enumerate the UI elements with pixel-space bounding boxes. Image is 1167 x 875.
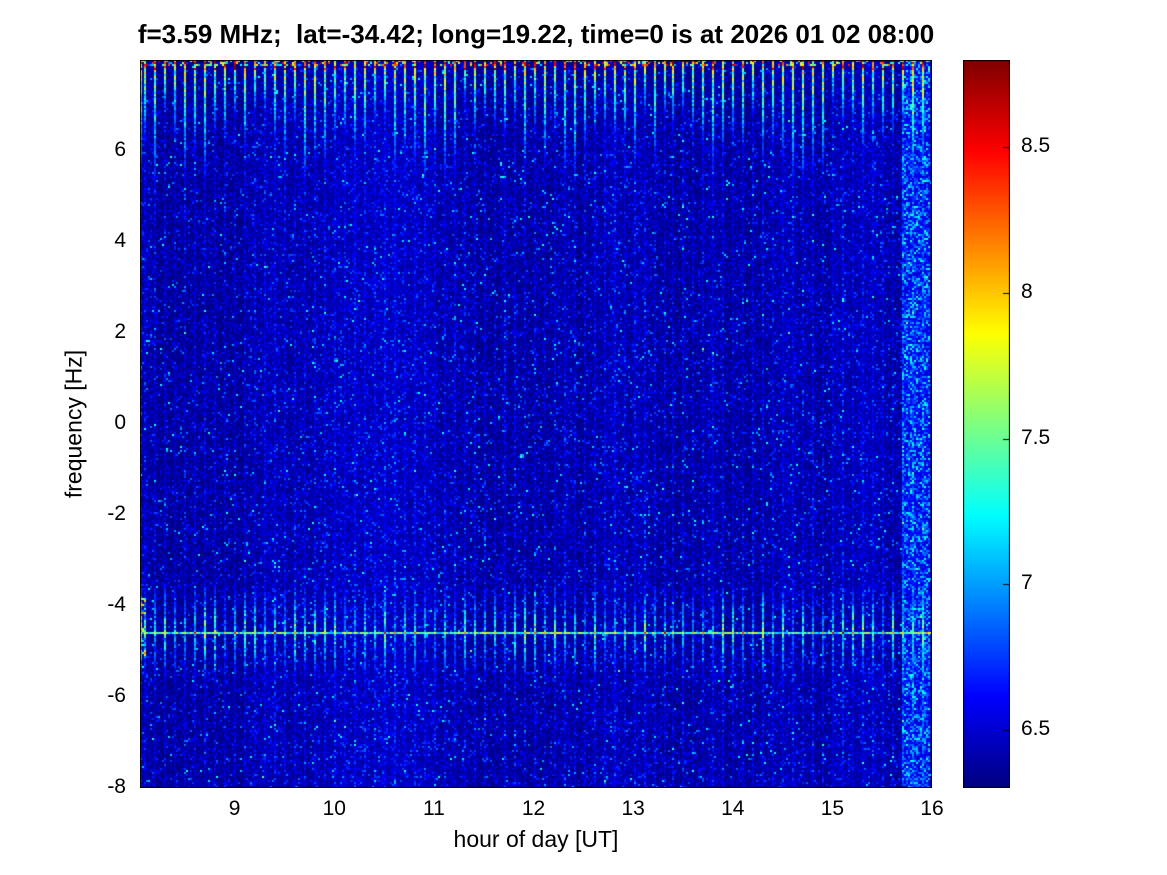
colorbar-tick-label: 6.5 xyxy=(1021,716,1051,740)
y-tick-label: 2 xyxy=(114,320,126,343)
y-tick-label: -6 xyxy=(107,684,126,707)
x-tick-label: 16 xyxy=(920,797,944,820)
y-tick-label: 0 xyxy=(114,411,126,434)
chart-title: f=3.59 MHz; lat=-34.42; long=19.22, time… xyxy=(137,19,935,49)
y-axis-label: frequency [Hz] xyxy=(60,349,87,499)
colorbar-tick-label: 7.5 xyxy=(1021,425,1051,449)
colorbar-tick-label: 8 xyxy=(1021,279,1033,303)
y-tick-label: -8 xyxy=(107,775,126,798)
y-tick-label: -4 xyxy=(107,593,126,616)
x-tick-label: 12 xyxy=(521,797,546,820)
y-tick-label: 6 xyxy=(114,138,126,161)
colorbar-gradient xyxy=(963,60,1010,788)
x-tick-label: 13 xyxy=(621,797,645,820)
y-tick-label: 4 xyxy=(114,229,126,252)
x-tick-label: 10 xyxy=(322,797,346,820)
x-tick-label: 11 xyxy=(422,797,445,820)
x-tick-label: 15 xyxy=(820,797,845,820)
colorbar-tick-label: 8.5 xyxy=(1021,134,1051,158)
y-tick-label: -2 xyxy=(107,502,126,525)
x-axis-label: hour of day [UT] xyxy=(453,826,619,852)
x-tick-label: 9 xyxy=(228,797,241,820)
x-tick-label: 14 xyxy=(721,797,745,820)
heatmap-image xyxy=(140,60,932,788)
colorbar-tick-label: 7 xyxy=(1021,571,1033,595)
